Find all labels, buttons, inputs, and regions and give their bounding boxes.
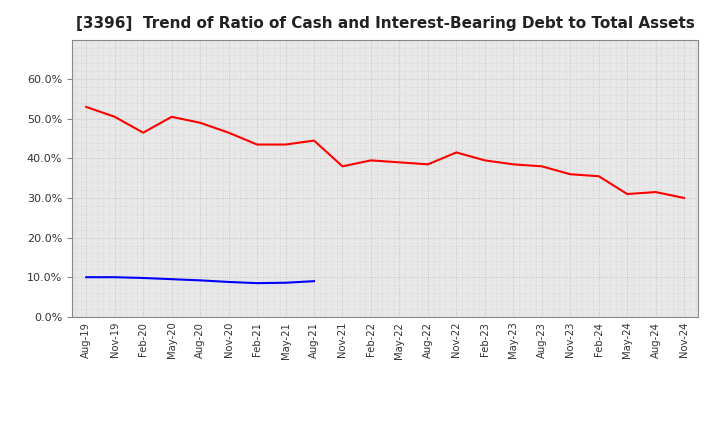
Title: [3396]  Trend of Ratio of Cash and Interest-Bearing Debt to Total Assets: [3396] Trend of Ratio of Cash and Intere… — [76, 16, 695, 32]
Cash — [225, 130, 233, 135]
Interest-Bearing Debt — [253, 281, 261, 286]
Cash — [680, 195, 688, 201]
Interest-Bearing Debt — [225, 279, 233, 285]
Cash — [139, 130, 148, 135]
Line: Interest-Bearing Debt: Interest-Bearing Debt — [86, 277, 314, 283]
Cash — [82, 104, 91, 110]
Cash — [452, 150, 461, 155]
Cash — [566, 172, 575, 177]
Interest-Bearing Debt — [139, 275, 148, 281]
Interest-Bearing Debt — [82, 275, 91, 280]
Line: Cash: Cash — [86, 107, 684, 198]
Cash — [282, 142, 290, 147]
Cash — [480, 158, 489, 163]
Cash — [338, 164, 347, 169]
Cash — [196, 120, 204, 125]
Cash — [509, 161, 518, 167]
Cash — [652, 189, 660, 194]
Interest-Bearing Debt — [282, 280, 290, 286]
Cash — [366, 158, 375, 163]
Interest-Bearing Debt — [196, 278, 204, 283]
Interest-Bearing Debt — [167, 276, 176, 282]
Cash — [623, 191, 631, 197]
Cash — [595, 173, 603, 179]
Interest-Bearing Debt — [310, 279, 318, 284]
Cash — [310, 138, 318, 143]
Cash — [253, 142, 261, 147]
Cash — [395, 160, 404, 165]
Cash — [537, 164, 546, 169]
Cash — [110, 114, 119, 119]
Interest-Bearing Debt — [110, 275, 119, 280]
Cash — [167, 114, 176, 119]
Cash — [423, 161, 432, 167]
